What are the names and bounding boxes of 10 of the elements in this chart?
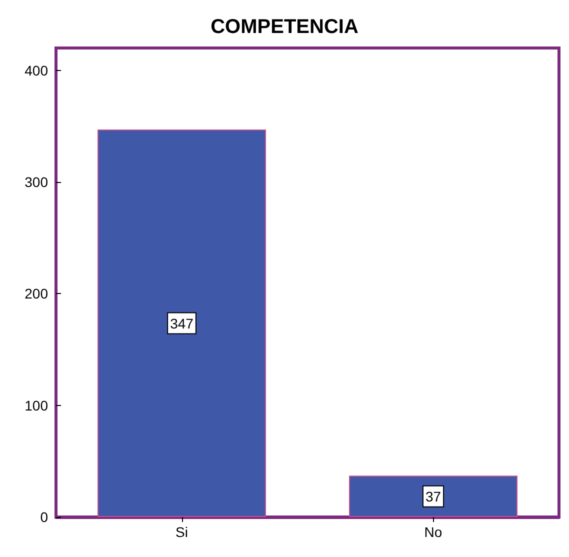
data-label: 347 bbox=[170, 315, 194, 332]
chart-title: COMPETENCIA bbox=[210, 16, 358, 38]
y-tick-label: 400 bbox=[24, 62, 48, 78]
x-tick-label: Si bbox=[176, 524, 188, 540]
y-tick-label: 0 bbox=[40, 509, 48, 525]
y-tick-label: 200 bbox=[24, 286, 48, 302]
x-tick-label: No bbox=[424, 524, 442, 540]
data-label: 37 bbox=[425, 488, 442, 504]
y-tick-label: 300 bbox=[24, 174, 48, 190]
y-tick-label: 100 bbox=[24, 397, 48, 414]
